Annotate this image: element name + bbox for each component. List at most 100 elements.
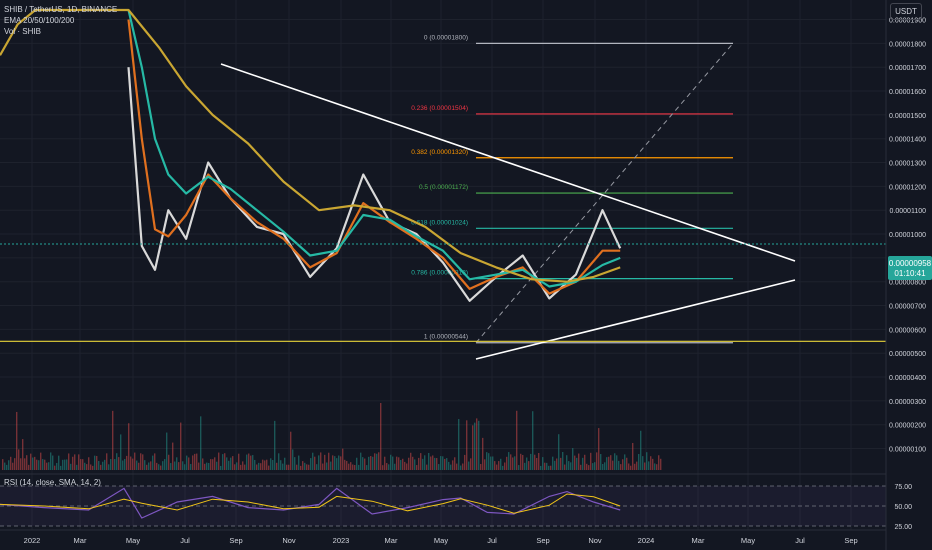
- volume-bar: [92, 465, 94, 470]
- volume-bar: [238, 453, 240, 470]
- volume-bar: [206, 462, 208, 470]
- volume-bar: [408, 457, 410, 470]
- volume-bar: [414, 459, 416, 470]
- y-tick-label: 0.00001700: [889, 65, 926, 72]
- volume-bar: [154, 453, 156, 470]
- volume-bar: [194, 453, 196, 470]
- volume-bar: [534, 454, 536, 470]
- volume-bar: [512, 457, 514, 470]
- rsi-level-label: 25.00: [894, 524, 912, 531]
- volume-bar: [374, 453, 376, 470]
- volume-bar: [436, 458, 438, 470]
- volume-bar: [208, 462, 210, 470]
- volume-bar: [22, 439, 24, 470]
- volume-bar: [536, 458, 538, 470]
- rsi-line: [0, 487, 621, 519]
- volume-bar: [146, 464, 148, 470]
- volume-bar: [626, 457, 628, 470]
- volume-bar: [438, 464, 440, 470]
- volume-bar: [452, 460, 454, 470]
- ema-lines: [0, 8, 622, 302]
- volume-bar: [66, 459, 68, 470]
- volume-bar: [446, 458, 448, 470]
- volume-bar: [386, 463, 388, 470]
- volume-bar: [180, 422, 182, 470]
- volume-bar: [34, 456, 36, 470]
- volume-bar: [14, 458, 16, 470]
- volume-bar: [624, 454, 626, 470]
- volume-bar: [184, 464, 186, 470]
- volume-bar: [382, 465, 384, 470]
- volume-bar: [82, 459, 84, 470]
- volume-bar: [596, 452, 598, 470]
- currency-button[interactable]: USDT: [890, 3, 922, 20]
- volume-bar: [598, 428, 600, 470]
- volume-bar: [54, 465, 56, 470]
- volume-bar: [290, 431, 292, 470]
- volume-bar: [28, 464, 30, 470]
- volume-bar: [250, 455, 252, 470]
- volume-bar: [42, 459, 44, 470]
- volume-bar: [352, 464, 354, 470]
- volume-bar: [656, 464, 658, 470]
- volume-bar: [162, 461, 164, 470]
- volume-bar: [76, 464, 78, 470]
- volume-bar: [272, 459, 274, 470]
- volume-bar: [544, 462, 546, 470]
- volume-bar: [576, 457, 578, 470]
- volume-bar: [330, 461, 332, 470]
- volume-bar: [56, 462, 58, 470]
- volume-bar: [508, 452, 510, 470]
- volume-bar: [528, 461, 530, 470]
- volume-bar: [526, 457, 528, 470]
- volume-bar: [4, 462, 6, 470]
- volume-bar: [176, 457, 178, 470]
- volume-bar: [46, 462, 48, 470]
- volume-bar: [430, 456, 432, 470]
- volume-bar: [264, 460, 266, 470]
- ema-legend[interactable]: EMA 20/50/100/200: [4, 16, 75, 25]
- volume-bar: [188, 457, 190, 470]
- fib-level-label: 0.382 (0.00001320): [411, 149, 468, 156]
- volume-bar: [164, 459, 166, 470]
- volume-bar: [328, 452, 330, 470]
- volume-bar: [390, 454, 392, 470]
- volume-bar: [346, 460, 348, 470]
- volume-bar: [522, 454, 524, 470]
- volume-bar: [638, 454, 640, 470]
- y-tick-label: 0.00000500: [889, 351, 926, 358]
- volume-bar: [314, 456, 316, 470]
- volume-legend[interactable]: Vol · SHIB: [4, 27, 41, 36]
- volume-bar: [654, 463, 656, 470]
- rsi-legend[interactable]: RSI (14, close, SMA, 14, 2): [4, 478, 101, 487]
- volume-bar: [244, 464, 246, 470]
- volume-bar: [494, 461, 496, 470]
- volume-bar: [280, 460, 282, 470]
- volume-bar: [344, 459, 346, 470]
- volume-bar: [18, 449, 20, 470]
- last-price-countdown: 01:10:41: [894, 269, 926, 278]
- volume-bar: [288, 464, 290, 470]
- triangle-pattern: [220, 63, 796, 360]
- volume-bar: [226, 457, 228, 470]
- volume-bar: [242, 461, 244, 470]
- volume-bar: [326, 462, 328, 470]
- volume-bar: [376, 453, 378, 470]
- y-tick-label: 0.00000800: [889, 280, 926, 287]
- volume-bar: [120, 434, 122, 470]
- volume-bar: [584, 454, 586, 470]
- volume-bar: [434, 457, 436, 470]
- volume-bar: [530, 453, 532, 470]
- volume-bar: [150, 461, 152, 470]
- volume-bar: [484, 459, 486, 470]
- volume-bar: [276, 462, 278, 470]
- symbol-legend[interactable]: SHIB / TetherUS, 1D, BINANCE: [4, 5, 118, 14]
- volume-bar: [78, 454, 80, 470]
- volume-bar: [658, 455, 660, 470]
- volume-bar: [308, 464, 310, 470]
- volume-bar: [342, 448, 344, 470]
- volume-bar: [636, 461, 638, 470]
- volume-bar: [278, 453, 280, 470]
- volume-bar: [398, 457, 400, 470]
